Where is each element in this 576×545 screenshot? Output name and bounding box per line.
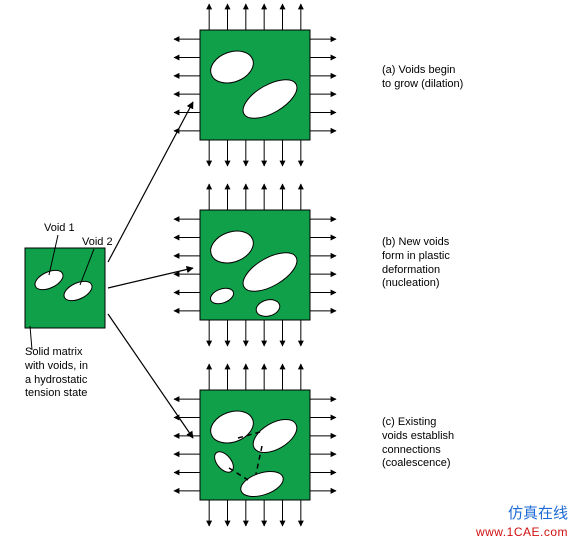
- label-void1: Void 1: [44, 222, 75, 236]
- arrow: [108, 268, 193, 288]
- caption-b: (b) New voidsform in plasticdeformation(…: [382, 236, 502, 291]
- label-matrix: Solid matrixwith voids, ina hydrostatict…: [25, 346, 115, 401]
- caption-a: (a) Voids beginto grow (dilation): [382, 64, 502, 92]
- arrow: [108, 314, 193, 438]
- watermark-cn: 仿真在线: [508, 502, 568, 523]
- caption-c: (c) Existingvoids establishconnections(c…: [382, 416, 502, 471]
- label-void2: Void 2: [82, 236, 113, 250]
- watermark-url: www.1CAE.com: [476, 525, 568, 539]
